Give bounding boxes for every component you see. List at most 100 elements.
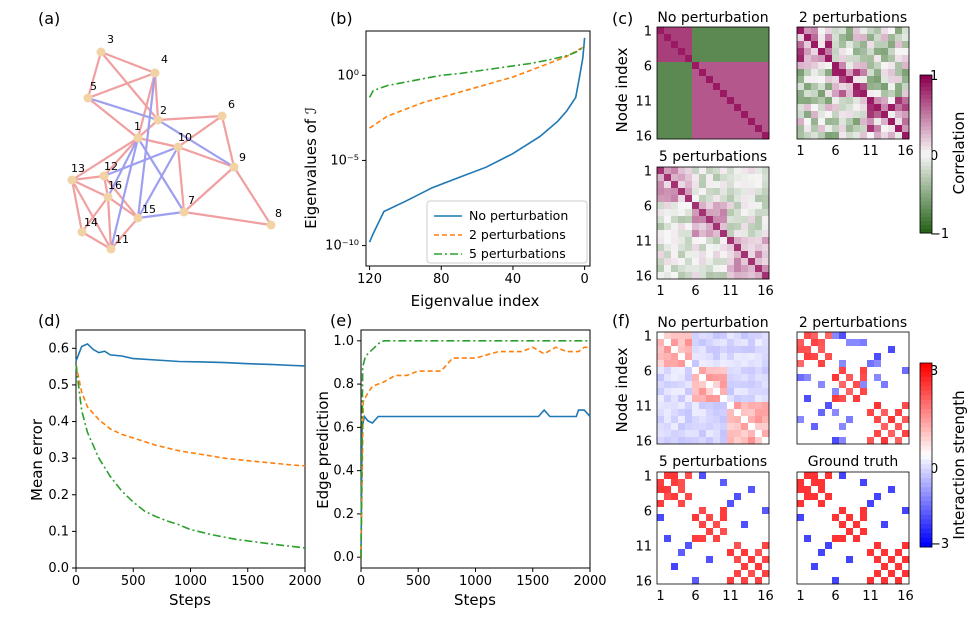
- heatmap-cell: [874, 528, 882, 536]
- heatmap-cell: [671, 76, 679, 84]
- heatmap-cell: [874, 395, 882, 403]
- heatmap-cell: [755, 577, 763, 585]
- heatmap-cell: [720, 514, 728, 522]
- heatmap-cell: [671, 223, 679, 231]
- heatmap-cell: [881, 437, 889, 445]
- heatmap-cell: [846, 27, 854, 35]
- y-tick-label: 0.6: [333, 420, 354, 435]
- heatmap-cell: [692, 174, 700, 182]
- heatmap-cell: [853, 542, 861, 550]
- heatmap-cell: [797, 395, 805, 403]
- heatmap-cell: [734, 76, 742, 84]
- node-label: 9: [239, 151, 246, 164]
- heatmap-cell: [804, 62, 812, 70]
- heatmap-cell: [727, 272, 735, 280]
- heatmap-cell: [762, 549, 770, 557]
- heatmap-cell: [762, 423, 770, 431]
- heatmap-cell: [811, 374, 819, 382]
- heatmap-cell: [860, 409, 868, 417]
- heatmap-cell: [664, 62, 672, 70]
- heatmap-cell: [839, 48, 847, 56]
- series-line: [360, 408, 591, 558]
- heatmap-cell: [741, 493, 749, 501]
- heatmap-cell: [671, 167, 679, 175]
- heatmap-cell: [860, 111, 868, 119]
- heatmap-cell: [804, 423, 812, 431]
- heatmap-cell: [685, 62, 693, 70]
- heatmap-cell: [720, 549, 728, 557]
- heatmap-cell: [685, 223, 693, 231]
- colorbar-frame: [919, 362, 933, 548]
- heatmap-cell: [846, 423, 854, 431]
- x-tick-label: 11: [862, 144, 879, 159]
- heatmap-cell: [832, 132, 840, 140]
- heatmap-cell: [762, 395, 770, 403]
- heatmap-cell: [727, 223, 735, 231]
- heatmap-cell: [657, 388, 665, 396]
- heatmap-title: No perturbation: [657, 315, 768, 331]
- heatmap-cell: [657, 423, 665, 431]
- heatmap-cell: [741, 195, 749, 203]
- heatmap-cell: [755, 388, 763, 396]
- heatmap-cell: [839, 528, 847, 536]
- y-tick-label: 1.0: [333, 334, 354, 349]
- heatmap-cell: [832, 528, 840, 536]
- heatmap-cell: [713, 570, 721, 578]
- heatmap-cell: [874, 118, 882, 126]
- heatmap-cell: [832, 111, 840, 119]
- heatmap-cell: [888, 90, 896, 98]
- series-line: [360, 346, 590, 558]
- heatmap-cell: [664, 251, 672, 259]
- heatmap-frame: [656, 26, 770, 140]
- heatmap-cell: [825, 339, 833, 347]
- heatmap-cell: [748, 416, 756, 424]
- heatmap-cell: [860, 493, 868, 501]
- heatmap-cell: [902, 360, 910, 368]
- heatmap-cell: [881, 423, 889, 431]
- heatmap-cell: [902, 353, 910, 361]
- heatmap-cell: [797, 360, 805, 368]
- heatmap-cell: [853, 556, 861, 564]
- heatmap-cell: [895, 55, 903, 63]
- heatmap-cell: [818, 104, 826, 112]
- heatmap-cell: [748, 521, 756, 529]
- colorbar-segment: [920, 138, 932, 143]
- heatmap-cell: [748, 125, 756, 133]
- heatmap-cell: [902, 542, 910, 550]
- heatmap-cell: [832, 48, 840, 56]
- heatmap-cell: [706, 181, 714, 189]
- heatmap-cell: [839, 76, 847, 84]
- heatmap-cell: [657, 104, 665, 112]
- heatmap-cell: [832, 346, 840, 354]
- heatmap-cell: [734, 167, 742, 175]
- heatmap-cell: [685, 76, 693, 84]
- heatmap-cell: [902, 55, 910, 63]
- heatmap-cell: [741, 76, 749, 84]
- heatmap-cell: [720, 55, 728, 63]
- heatmap-cell: [811, 381, 819, 389]
- heatmap-cell: [678, 423, 686, 431]
- heatmap-cell: [664, 542, 672, 550]
- heatmap-cell: [727, 34, 735, 42]
- heatmap-cell: [832, 90, 840, 98]
- heatmap-cell: [755, 55, 763, 63]
- heatmap-cell: [853, 381, 861, 389]
- heatmap-cell: [720, 118, 728, 126]
- heatmap-cell: [804, 507, 812, 515]
- heatmap-cell: [797, 69, 805, 77]
- heatmap-cell: [755, 367, 763, 375]
- heatmap-cell: [692, 132, 700, 140]
- heatmap-cell: [706, 69, 714, 77]
- heatmap-cell: [832, 507, 840, 515]
- heatmap-cell: [741, 332, 749, 340]
- heatmap-cell: [692, 90, 700, 98]
- heatmap-cell: [895, 577, 903, 585]
- heatmap-cell: [706, 542, 714, 550]
- heatmap-cell: [881, 125, 889, 133]
- heatmap-cell: [671, 111, 679, 119]
- heatmap-cell: [685, 416, 693, 424]
- heatmap-cell: [825, 416, 833, 424]
- heatmap-cell: [888, 416, 896, 424]
- heatmap-cell: [685, 230, 693, 238]
- heatmap-cell: [755, 125, 763, 133]
